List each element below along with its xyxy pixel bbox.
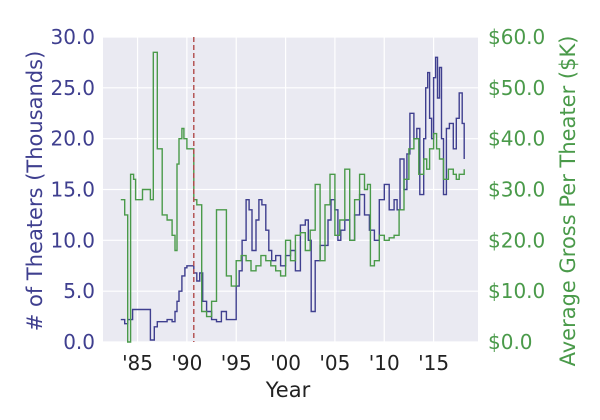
x-tick-label: '90 <box>171 351 202 375</box>
left-y-tick-label: 25.0 <box>50 76 95 100</box>
tick-labels: '85 '90 '95 '00 '05 '10 '15 0.0 5.0 10.0 15.0 20.0 2… <box>50 25 545 375</box>
right-y-tick-label: $0.0 <box>488 330 533 354</box>
x-tick-label: '10 <box>369 351 400 375</box>
right-y-tick-label: $50.0 <box>488 76 545 100</box>
right-y-axis-title: Average Gross Per Theater ($K) <box>556 36 580 367</box>
left-y-tick-label: 30.0 <box>50 25 95 49</box>
left-y-tick-label: 20.0 <box>50 127 95 151</box>
x-tick-label: '15 <box>418 351 449 375</box>
x-tick-label: '05 <box>319 351 350 375</box>
left-y-tick-label: 15.0 <box>50 178 95 202</box>
left-y-tick-label: 5.0 <box>63 279 95 303</box>
right-y-tick-label: $10.0 <box>488 279 545 303</box>
right-y-tick-label: $60.0 <box>488 25 545 49</box>
series-layer <box>120 51 465 343</box>
x-tick-label: '95 <box>221 351 252 375</box>
right-y-tick-label: $30.0 <box>488 178 545 202</box>
left-y-tick-label: 0.0 <box>63 330 95 354</box>
left-y-tick-label: 10.0 <box>50 228 95 252</box>
right-y-tick-label: $40.0 <box>488 127 545 151</box>
x-axis-title: Year <box>265 378 311 402</box>
right-y-tick-label: $20.0 <box>488 228 545 252</box>
x-tick-label: '00 <box>270 351 301 375</box>
left-y-axis-title: # of Theaters (Thousands) <box>23 51 47 332</box>
gross-series-line <box>120 51 465 343</box>
x-tick-label: '85 <box>122 351 153 375</box>
